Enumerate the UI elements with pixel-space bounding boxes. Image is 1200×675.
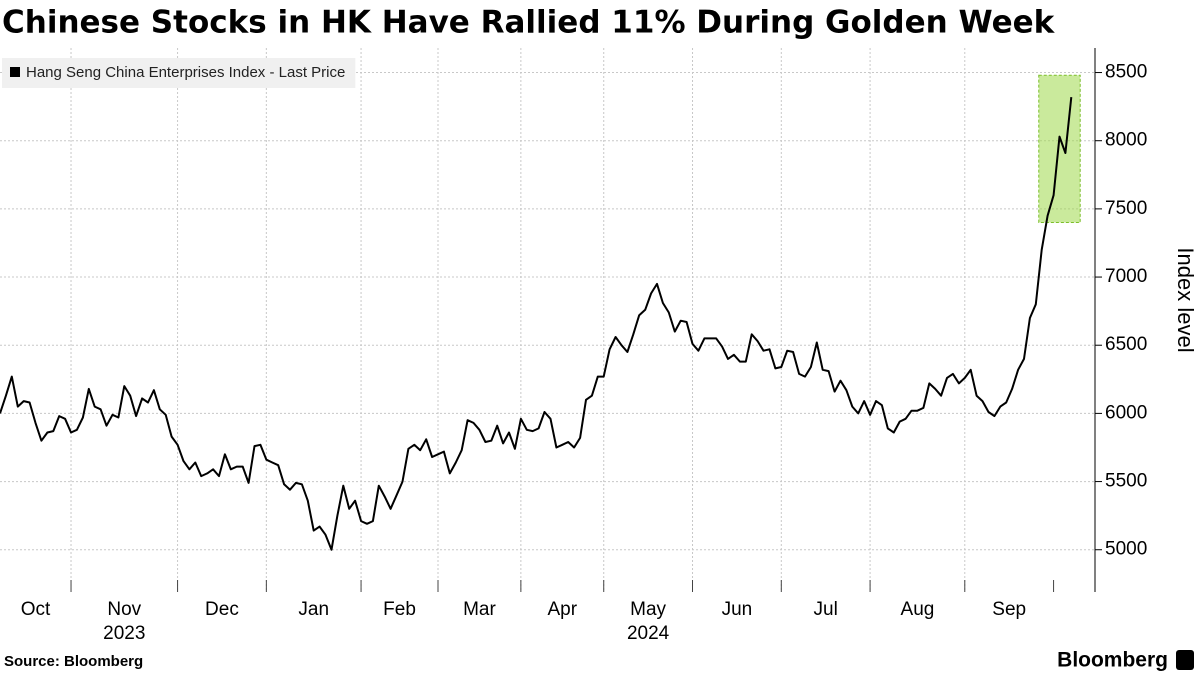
x-tick-label: Apr (548, 599, 578, 620)
y-tick-label: 5000 (1105, 539, 1147, 560)
year-label: 2023 (103, 623, 145, 644)
chart-title: Chinese Stocks in HK Have Rallied 11% Du… (2, 5, 1056, 41)
legend-box (2, 58, 356, 88)
x-tick-label: Jan (298, 599, 329, 620)
x-tick-label: Aug (901, 599, 935, 620)
legend-swatch (10, 67, 20, 77)
y-tick-label: 7000 (1105, 266, 1147, 287)
x-tick-label: Sep (992, 599, 1026, 620)
year-label: 2024 (627, 623, 670, 644)
x-tick-label: Jul (814, 599, 838, 620)
x-tick-label: Jun (722, 599, 753, 620)
brand: Bloomberg (1057, 649, 1168, 672)
x-tick-label: Dec (205, 599, 239, 620)
y-tick-label: 8500 (1105, 62, 1147, 83)
x-tick-label: May (630, 599, 666, 620)
x-tick-label: Oct (21, 599, 51, 620)
x-tick-label: Nov (107, 599, 141, 620)
y-tick-label: 6000 (1105, 402, 1147, 423)
line-series (0, 96, 1073, 551)
legend-label: Hang Seng China Enterprises Index - Last… (26, 64, 345, 81)
y-tick-label: 7500 (1105, 198, 1147, 219)
y-tick-label: 5500 (1105, 471, 1147, 492)
y-tick-label: 8000 (1105, 130, 1147, 151)
brand-icon (1176, 650, 1194, 670)
x-tick-label: Feb (383, 599, 416, 620)
y-axis-label: Index level (1173, 247, 1198, 352)
highlight-box (1038, 74, 1081, 224)
source: Source: Bloomberg (4, 653, 143, 670)
y-tick-label: 6500 (1105, 334, 1147, 355)
x-tick-label: Mar (463, 599, 496, 620)
